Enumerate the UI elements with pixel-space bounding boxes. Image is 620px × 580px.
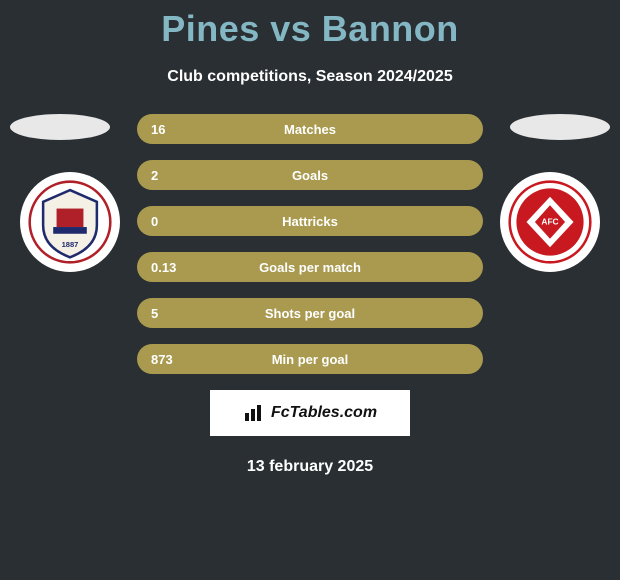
barnsley-crest-icon: 1887 [28, 180, 112, 264]
stat-value: 0 [151, 214, 158, 229]
stat-value: 2 [151, 168, 158, 183]
bars-icon [243, 401, 267, 425]
stat-value: 16 [151, 122, 165, 137]
stats-rows: 16 Matches 2 Goals 0 Hattricks 0.13 Goal… [137, 114, 483, 374]
club-badge-left: 1887 [20, 172, 120, 272]
stat-row: 873 Min per goal [137, 344, 483, 374]
club-badge-right: AFC [500, 172, 600, 272]
stat-row: 2 Goals [137, 160, 483, 190]
svg-text:1887: 1887 [62, 240, 79, 249]
stat-label: Min per goal [272, 352, 349, 367]
svg-text:AFC: AFC [541, 217, 558, 227]
brand-text: FcTables.com [271, 404, 377, 422]
airdrieonians-crest-icon: AFC [508, 180, 592, 264]
subtitle: Club competitions, Season 2024/2025 [0, 68, 620, 86]
stat-row: 16 Matches [137, 114, 483, 144]
stat-label: Goals [292, 168, 328, 183]
date-text: 13 february 2025 [0, 458, 620, 476]
stat-row: 0 Hattricks [137, 206, 483, 236]
player-left-avatar-placeholder [10, 114, 110, 140]
stat-value: 0.13 [151, 260, 176, 275]
stat-value: 5 [151, 306, 158, 321]
stat-row: 5 Shots per goal [137, 298, 483, 328]
stat-label: Goals per match [259, 260, 361, 275]
stat-label: Hattricks [282, 214, 338, 229]
stat-row: 0.13 Goals per match [137, 252, 483, 282]
stat-label: Matches [284, 122, 336, 137]
comparison-panel: 1887 AFC 16 Matches 2 Goals 0 Hattricks … [0, 114, 620, 476]
stat-value: 873 [151, 352, 173, 367]
stat-label: Shots per goal [265, 306, 355, 321]
page-title: Pines vs Bannon [0, 0, 620, 50]
player-right-avatar-placeholder [510, 114, 610, 140]
brand-box: FcTables.com [210, 390, 410, 436]
